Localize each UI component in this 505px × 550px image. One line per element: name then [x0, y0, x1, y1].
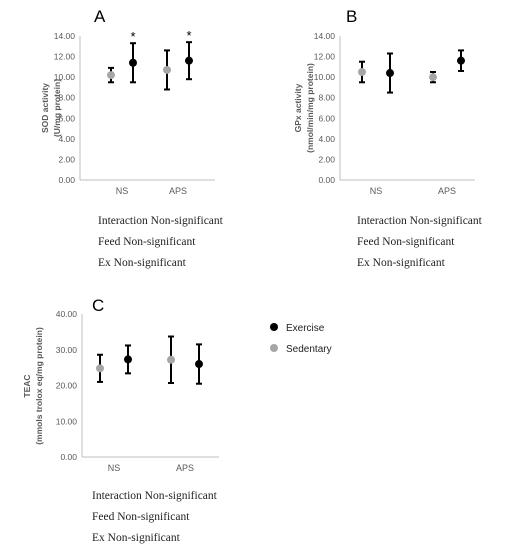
- y-tick-label: 8.00: [58, 93, 75, 103]
- data-point-sedentary: [107, 71, 115, 80]
- y-tick-label: 12.00: [314, 52, 336, 62]
- x-category-label: NS: [370, 186, 383, 196]
- y-tick-label: 12.00: [54, 52, 76, 62]
- panel-letter: B: [346, 7, 357, 26]
- y-axis-label-line-1: SOD activity: [40, 83, 50, 133]
- legend-label-exercise: Exercise: [286, 323, 325, 334]
- y-tick-label: 10.00: [54, 72, 76, 82]
- y-tick-label: 40.00: [56, 309, 78, 319]
- y-tick-label: 10.00: [56, 416, 78, 426]
- axes: 0.00 2.00 4.00 6.00 8.00 10.00 12.00 14.…: [293, 31, 475, 196]
- y-tick-label: 2.00: [58, 154, 75, 164]
- data-point-sedentary: [429, 73, 437, 82]
- y-tick-label: 2.00: [318, 154, 335, 164]
- note-exercise: Ex Non-significant: [92, 532, 181, 544]
- y-tick-label: 30.00: [56, 345, 78, 355]
- y-ticks: 0.00 2.00 4.00 6.00 8.00 10.00 12.00 14.…: [54, 31, 76, 185]
- y-ticks: 0.00 2.00 4.00 6.00 8.00 10.00 12.00 14.…: [314, 31, 336, 185]
- legend-marker-sedentary: [270, 344, 278, 352]
- y-tick-label: 6.00: [58, 113, 75, 123]
- y-axis-label-line-2: (U/mg protein): [52, 79, 62, 137]
- y-axis-label-line-2: (nmol/min/mg protein): [305, 63, 315, 153]
- panel-letter: A: [94, 7, 106, 26]
- y-tick-label: 4.00: [318, 134, 335, 144]
- data-point-sedentary: [358, 68, 366, 76]
- y-tick-label: 14.00: [54, 31, 76, 41]
- panel-letter: C: [92, 296, 104, 315]
- y-tick-label: 20.00: [56, 381, 78, 391]
- y-tick-label: 8.00: [318, 93, 335, 103]
- data-point-sedentary: [167, 355, 175, 364]
- axes: 0.00 2.00 4.00 6.00 8.00 10.00 12.00 14.…: [40, 28, 215, 196]
- data-point-exercise: [124, 355, 132, 364]
- note-feed: Feed Non-significant: [98, 236, 196, 248]
- note-interaction: Interaction Non-significant: [357, 215, 483, 227]
- data-point-exercise: [457, 56, 465, 65]
- panel-b: B 0.00 2.00 4.00 6.00 8.00 10.00 12.00 1…: [293, 7, 483, 269]
- data-point-exercise: [185, 56, 193, 65]
- note-exercise: Ex Non-significant: [357, 257, 446, 269]
- y-axis-label-line-2: (mmols trolox eq/mg protein): [34, 327, 44, 445]
- y-ticks: 0.00 10.00 20.00 30.00 40.00: [56, 309, 78, 462]
- y-tick-label: 4.00: [58, 134, 75, 144]
- data-point-exercise: [129, 58, 137, 67]
- data-point-sedentary: [96, 364, 104, 373]
- legend-marker-exercise: [270, 323, 278, 331]
- y-tick-label: 14.00: [314, 31, 336, 41]
- legend-label-sedentary: Sedentary: [286, 344, 332, 355]
- legend: Exercise Sedentary: [270, 323, 332, 355]
- y-tick-label: 6.00: [318, 113, 335, 123]
- x-category-label: APS: [176, 463, 194, 473]
- panel-a: A 0.00 2.00 4.00 6.00 8.00 10.00 12.00 1…: [40, 7, 224, 269]
- data-point-exercise: [195, 360, 203, 369]
- significance-marker: *: [130, 29, 135, 44]
- y-tick-label: 10.00: [314, 72, 336, 82]
- x-category-label: APS: [169, 186, 187, 196]
- note-feed: Feed Non-significant: [92, 511, 190, 523]
- x-category-label: NS: [116, 186, 129, 196]
- note-exercise: Ex Non-significant: [98, 257, 187, 269]
- x-category-label: APS: [438, 186, 456, 196]
- y-tick-label: 0.00: [318, 175, 335, 185]
- note-interaction: Interaction Non-significant: [98, 215, 224, 227]
- panel-c: C 0.00 10.00 20.00 30.00 40.00 NS APS TE…: [22, 296, 219, 544]
- y-axis-label-line-1: TEAC: [22, 374, 32, 397]
- x-category-label: NS: [108, 463, 121, 473]
- significance-marker: *: [186, 28, 191, 43]
- y-tick-label: 0.00: [58, 175, 75, 185]
- y-tick-label: 0.00: [60, 452, 77, 462]
- note-feed: Feed Non-significant: [357, 236, 455, 248]
- data-point-exercise: [386, 69, 394, 78]
- data-point-sedentary: [163, 65, 171, 74]
- note-interaction: Interaction Non-significant: [92, 490, 218, 502]
- y-axis-label-line-1: GPx activity: [293, 83, 303, 132]
- axes: 0.00 10.00 20.00 30.00 40.00 NS APS TEAC…: [22, 309, 219, 473]
